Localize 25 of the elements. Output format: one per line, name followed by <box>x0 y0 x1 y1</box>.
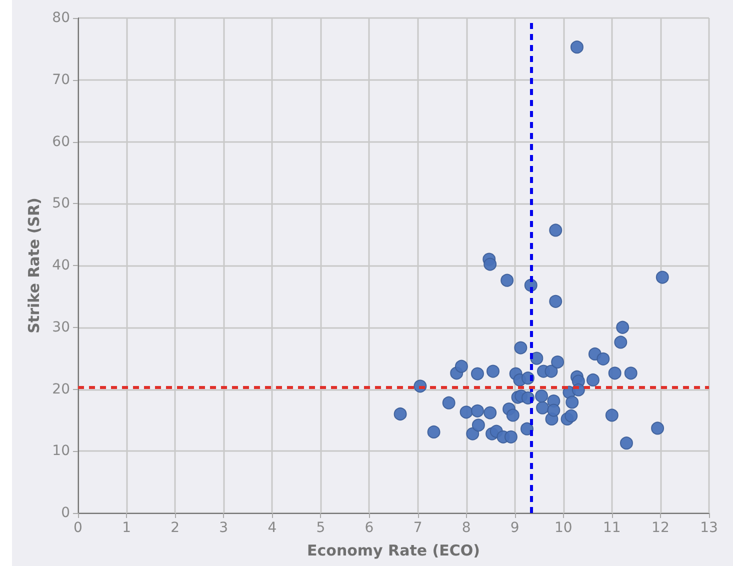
x-tick-label: 3 <box>219 520 228 536</box>
y-tick-label: 80 <box>52 10 70 26</box>
y-tick-label: 0 <box>61 505 70 521</box>
y-tick-label: 70 <box>52 72 70 88</box>
y-axis-title: Strike Rate (SR) <box>24 198 43 334</box>
x-tick-label: 8 <box>462 520 471 536</box>
y-tick-label: 50 <box>52 196 70 212</box>
x-tick-label: 5 <box>316 520 326 536</box>
x-tick-label: 12 <box>652 520 670 536</box>
x-tick-label: 9 <box>510 520 520 536</box>
x-tick-label: 6 <box>364 520 374 536</box>
x-tick-label: 4 <box>268 520 277 536</box>
x-tick-label: 7 <box>413 520 422 536</box>
x-axis-title: Economy Rate (ECO) <box>306 542 480 560</box>
x-tick-label: 2 <box>170 520 180 536</box>
x-tick-label: 0 <box>74 520 82 536</box>
y-tick-label: 40 <box>52 258 70 274</box>
x-tick-label: 13 <box>700 520 718 536</box>
y-tick-label: 20 <box>52 381 70 398</box>
x-tick-label: 10 <box>554 520 572 536</box>
x-tick-label: 11 <box>603 520 621 536</box>
x-tick-label: 1 <box>122 520 131 536</box>
y-tick-label: 10 <box>52 443 70 460</box>
y-tick-label: 30 <box>52 319 70 336</box>
y-tick-label: 60 <box>52 134 70 150</box>
